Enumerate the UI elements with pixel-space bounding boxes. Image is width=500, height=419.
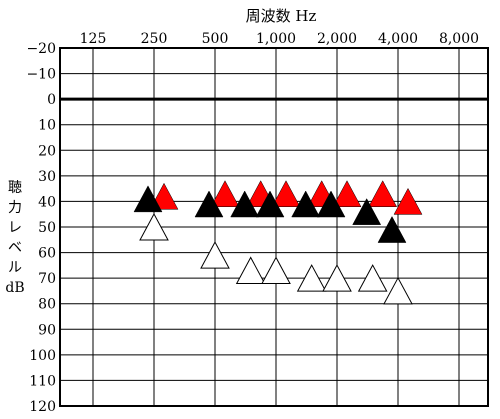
black-triangle-point xyxy=(194,190,224,218)
chart-title: 周波数 Hz xyxy=(246,7,317,25)
open-triangle-point xyxy=(200,241,230,269)
y-tick-label: 120 xyxy=(29,399,56,415)
open-triangle-point xyxy=(139,212,169,241)
x-tick-label: 2,000 xyxy=(317,31,357,47)
y-tick-label: 50 xyxy=(38,220,56,236)
open-triangle-point xyxy=(261,256,291,284)
y-tick-label: 10 xyxy=(38,118,56,134)
black-triangle-point xyxy=(316,190,346,218)
y-tick-label: 30 xyxy=(38,169,56,185)
y-label-char: ル xyxy=(8,260,22,276)
y-tick-label: 60 xyxy=(38,246,56,262)
y-tick-label: 20 xyxy=(38,143,56,159)
red-triangle-point xyxy=(393,187,423,215)
y-label-char: 聴 xyxy=(8,180,22,196)
open-triangle-point xyxy=(235,256,266,284)
red-triangle-point xyxy=(368,180,398,208)
x-tick-label: 4,000 xyxy=(378,31,418,47)
y-label-char: 力 xyxy=(8,200,22,216)
y-label-char: ベ xyxy=(8,240,22,256)
red-triangle-point xyxy=(271,180,301,208)
black-triangle-point xyxy=(133,185,163,213)
x-tick-label: 8,000 xyxy=(439,31,479,47)
y-tick-label: 80 xyxy=(38,297,56,313)
x-tick-label: 250 xyxy=(141,31,168,47)
black-triangle-point xyxy=(291,190,321,218)
open-triangle-point xyxy=(322,264,352,292)
y-tick-label: 90 xyxy=(38,322,56,338)
y-tick-label: −20 xyxy=(26,41,56,57)
open-triangle-point xyxy=(296,264,327,292)
black-triangle-point xyxy=(230,190,260,218)
y-tick-label: 70 xyxy=(38,271,56,287)
x-axis-ticks: 125 250 500 1,000 2,000 4,000 8,000 xyxy=(80,31,479,47)
y-label-char: レ xyxy=(8,220,22,236)
y-tick-label: 0 xyxy=(47,92,56,108)
red-triangle-point xyxy=(332,180,362,208)
y-tick-label: 100 xyxy=(29,348,56,364)
chart-marks xyxy=(133,180,423,305)
black-triangle-point xyxy=(377,216,407,243)
x-tick-label: 500 xyxy=(202,31,229,47)
red-triangle-point xyxy=(210,180,240,208)
black-triangle-point xyxy=(352,198,382,225)
y-tick-label: 110 xyxy=(29,373,56,389)
y-axis-ticks: −20 −10 0 10 20 30 40 50 60 70 80 90 100 110 120 xyxy=(26,41,56,415)
x-tick-label: 125 xyxy=(80,31,107,47)
y-tick-label: −10 xyxy=(26,67,56,83)
open-triangle-point xyxy=(383,276,413,305)
open-triangle-point xyxy=(357,264,388,292)
black-triangle-point xyxy=(255,190,285,218)
y-tick-label: 40 xyxy=(38,194,56,210)
x-tick-label: 1,000 xyxy=(256,31,296,47)
chart-grid xyxy=(59,47,489,407)
y-label-char: dB xyxy=(5,280,24,296)
